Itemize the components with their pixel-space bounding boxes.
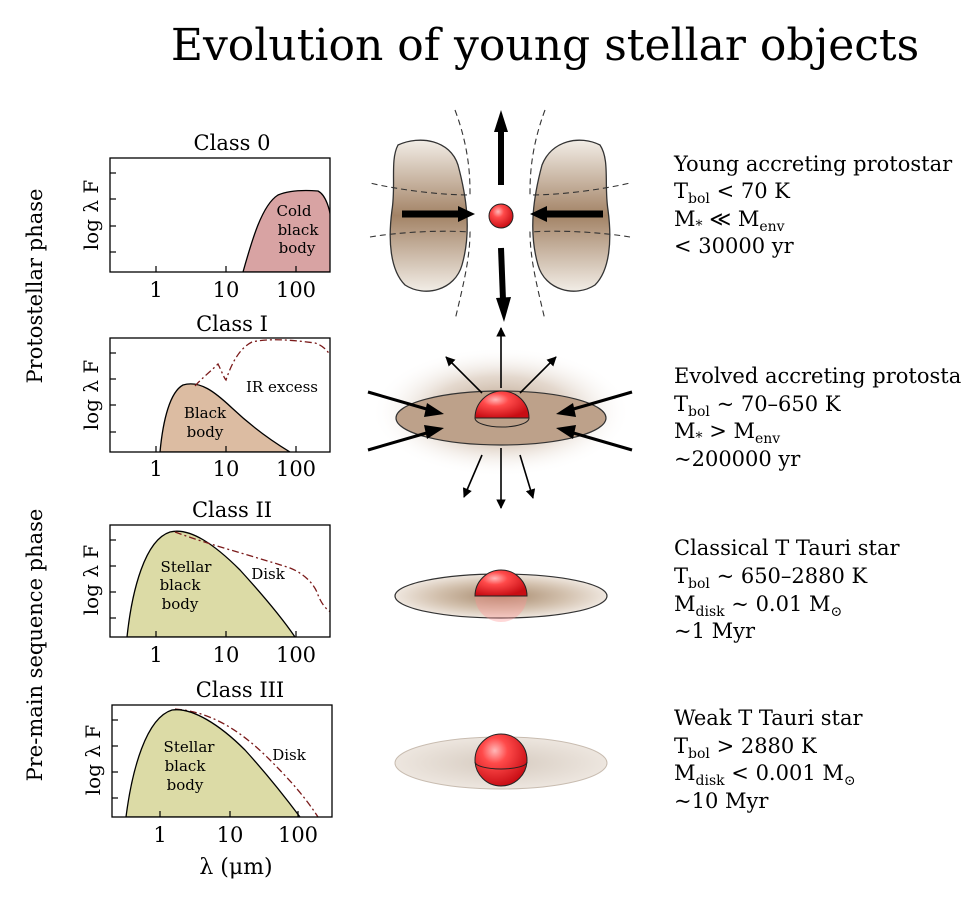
x-tick-label: 10 — [213, 457, 240, 481]
blackbody-curve — [159, 383, 292, 452]
blackbody-curve — [242, 189, 330, 272]
panel-title: Class III — [196, 678, 284, 702]
x-tick-label: 10 — [213, 278, 240, 302]
curve-label: Disk — [272, 746, 307, 764]
panel-title: Class 0 — [194, 131, 271, 155]
curve-label: body — [162, 595, 199, 613]
description-mass: M* ≪ Menv — [674, 207, 785, 235]
disk-curve — [174, 531, 330, 613]
figure-title: Evolution of young stellar objects — [171, 20, 919, 71]
curve-label: black — [278, 221, 320, 239]
x-tick-label: 1 — [149, 643, 162, 667]
plot-frame — [109, 524, 331, 638]
description-age: ~10 Myr — [674, 789, 769, 813]
plot-frame — [109, 337, 331, 453]
x-tick-label: 100 — [276, 457, 316, 481]
illustration-class-1 — [367, 327, 633, 509]
x-tick-label: 1 — [149, 278, 162, 302]
curve-label: Stellar — [164, 738, 216, 756]
illustration-class-0 — [369, 109, 631, 322]
description-class-1: Evolved accreting protostar Tbol ~ 70–65… — [674, 364, 961, 471]
blackbody-curve — [126, 530, 296, 637]
protostar — [474, 390, 530, 419]
curve-label: IR excess — [246, 378, 318, 396]
curve-label: black — [165, 757, 207, 775]
plot-frame — [111, 704, 333, 818]
description-temperature: Tbol < 70 K — [674, 179, 790, 207]
panel-class-3: Class III log λ F 1 10 100 Stellar black… — [81, 678, 333, 880]
description-mass: Mdisk < 0.001 M⊙ — [674, 761, 856, 789]
description-mass: Mdisk ~ 0.01 M⊙ — [674, 592, 842, 620]
description-mass: M* > Menv — [674, 419, 780, 447]
description-temperature: Tbol ~ 70–650 K — [674, 392, 841, 420]
description-title: Classical T Tauri star — [674, 536, 901, 560]
star — [474, 569, 528, 597]
panel-class-0: Class 0 log λ F 1 10 100 Cold black body — [79, 131, 331, 302]
curve-label: Black — [184, 404, 227, 422]
description-temperature: Tbol > 2880 K — [674, 734, 817, 762]
phase-label-protostellar: Protostellar phase — [23, 189, 47, 384]
star — [474, 733, 528, 787]
x-tick-label: 10 — [217, 823, 244, 847]
panel-title: Class II — [192, 498, 272, 522]
curve-label: body — [167, 776, 204, 794]
protostar — [488, 203, 514, 229]
panel-title: Class I — [196, 312, 268, 336]
x-tick-label: 100 — [276, 278, 316, 302]
description-temperature: Tbol ~ 650–2880 K — [674, 564, 868, 592]
x-tick-label: 10 — [213, 643, 240, 667]
y-axis-label: log λ F — [79, 180, 103, 251]
y-axis-label: log λ F — [79, 545, 103, 616]
description-age: < 30000 yr — [674, 234, 795, 258]
description-title: Weak T Tauri star — [674, 706, 863, 730]
curve-label: body — [279, 239, 316, 257]
phase-label-premain: Pre-main sequence phase — [23, 509, 47, 782]
description-class-3: Weak T Tauri star Tbol > 2880 K Mdisk < … — [674, 706, 863, 813]
x-tick-label: 1 — [149, 457, 162, 481]
x-tick-label: 1 — [153, 823, 166, 847]
description-title: Evolved accreting protostar — [674, 364, 961, 388]
ir-excess-curve — [194, 339, 330, 387]
panel-class-1: Class I log λ F 1 10 100 Black body IR e… — [79, 312, 331, 481]
curve-label: Disk — [251, 565, 286, 583]
curve-label: black — [160, 576, 202, 594]
description-class-0: Young accreting protostar Tbol < 70 K M*… — [673, 152, 953, 258]
y-axis-label: log λ F — [81, 725, 105, 796]
curve-label: body — [187, 423, 224, 441]
plot-frame — [109, 157, 331, 273]
illustration-class-2 — [394, 569, 608, 622]
x-tick-label: 100 — [276, 643, 316, 667]
description-class-2: Classical T Tauri star Tbol ~ 650–2880 K… — [674, 536, 901, 643]
y-axis-label: log λ F — [79, 360, 103, 431]
curve-label: Stellar — [161, 558, 213, 576]
illustration-class-3 — [394, 733, 608, 790]
description-age: ~1 Myr — [674, 619, 756, 643]
description-title: Young accreting protostar — [673, 152, 953, 176]
panel-class-2: Class II log λ F 1 10 100 Stellar black … — [79, 498, 331, 667]
disk-curve — [174, 708, 319, 817]
blackbody-curve — [125, 709, 301, 817]
x-tick-label: 100 — [278, 823, 318, 847]
curve-label: Cold — [277, 202, 312, 220]
description-age: ~200000 yr — [674, 447, 801, 471]
x-axis-label: λ (μm) — [199, 855, 272, 880]
